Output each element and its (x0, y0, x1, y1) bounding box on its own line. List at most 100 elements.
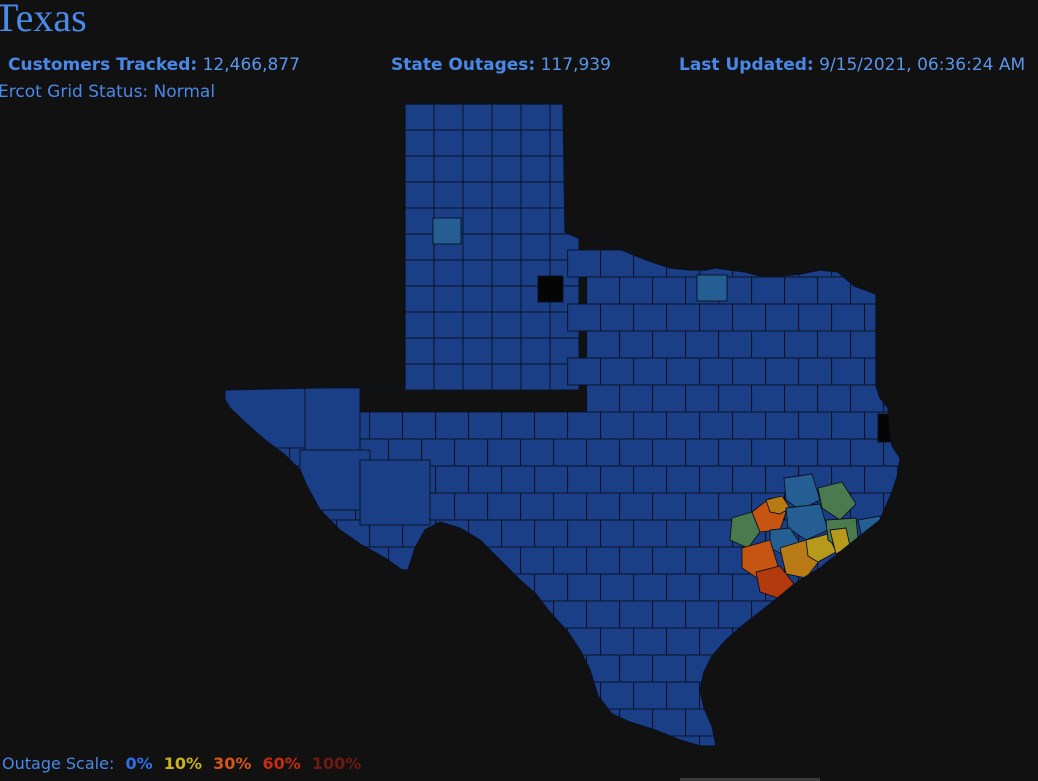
county-no-data[interactable] (537, 275, 564, 303)
county[interactable] (699, 573, 734, 602)
county[interactable] (491, 181, 522, 209)
county[interactable] (619, 600, 654, 629)
county[interactable] (633, 519, 668, 548)
county[interactable] (685, 492, 720, 521)
county[interactable] (897, 303, 931, 332)
county[interactable] (435, 627, 470, 656)
county[interactable] (270, 465, 305, 494)
county[interactable] (404, 155, 435, 183)
county[interactable] (831, 303, 866, 332)
county[interactable] (817, 600, 852, 629)
county[interactable] (433, 363, 464, 391)
county[interactable] (520, 129, 551, 157)
county[interactable] (751, 654, 786, 683)
county[interactable] (831, 573, 866, 602)
county[interactable] (553, 708, 588, 737)
county[interactable] (897, 627, 931, 656)
county[interactable] (586, 438, 621, 467)
county[interactable] (520, 363, 551, 391)
county[interactable] (586, 708, 621, 737)
county[interactable] (784, 708, 819, 737)
county[interactable] (883, 600, 917, 629)
county[interactable] (619, 492, 654, 521)
county[interactable] (619, 708, 654, 737)
county[interactable] (897, 681, 931, 710)
county[interactable] (666, 465, 701, 494)
county[interactable] (817, 384, 852, 413)
county[interactable] (404, 129, 435, 157)
county[interactable] (433, 259, 464, 287)
county[interactable] (699, 519, 734, 548)
county[interactable] (633, 573, 668, 602)
county[interactable] (433, 129, 464, 157)
county[interactable] (237, 681, 272, 710)
county[interactable] (491, 363, 522, 391)
county[interactable] (534, 465, 569, 494)
county[interactable] (718, 330, 753, 359)
county[interactable] (652, 546, 687, 575)
county[interactable] (864, 681, 899, 710)
county[interactable] (454, 492, 489, 521)
county[interactable] (831, 735, 866, 763)
county-light-outage[interactable] (785, 503, 829, 541)
county[interactable] (699, 411, 734, 440)
county[interactable] (883, 708, 917, 737)
county[interactable] (491, 259, 522, 287)
county[interactable] (850, 384, 885, 413)
county[interactable] (369, 573, 404, 602)
county[interactable] (289, 600, 324, 629)
county[interactable] (586, 492, 621, 521)
county[interactable] (491, 129, 522, 157)
county[interactable] (336, 627, 371, 656)
county[interactable] (462, 311, 493, 339)
county[interactable] (666, 357, 701, 386)
county[interactable] (462, 129, 493, 157)
county[interactable] (883, 438, 917, 467)
county[interactable] (404, 259, 435, 287)
county-light-outage[interactable] (432, 217, 462, 245)
county[interactable] (534, 681, 569, 710)
county[interactable] (784, 330, 819, 359)
county[interactable] (652, 438, 687, 467)
county[interactable] (402, 735, 437, 763)
county[interactable] (765, 735, 800, 763)
county[interactable] (270, 573, 305, 602)
county[interactable] (798, 357, 833, 386)
county[interactable] (355, 708, 390, 737)
county[interactable] (491, 285, 522, 313)
county[interactable] (462, 104, 493, 131)
county[interactable] (850, 654, 885, 683)
county[interactable] (404, 207, 435, 235)
county[interactable] (322, 708, 357, 737)
county[interactable] (751, 330, 786, 359)
county[interactable] (600, 573, 635, 602)
county[interactable] (433, 181, 464, 209)
county[interactable] (534, 573, 569, 602)
county[interactable] (666, 249, 701, 278)
county[interactable] (586, 546, 621, 575)
county[interactable] (633, 303, 668, 332)
county[interactable] (501, 519, 536, 548)
county[interactable] (633, 465, 668, 494)
county[interactable] (633, 357, 668, 386)
county[interactable] (223, 600, 258, 629)
county[interactable] (897, 249, 931, 278)
county[interactable] (501, 411, 536, 440)
county[interactable] (549, 104, 580, 131)
county[interactable] (435, 573, 470, 602)
county[interactable] (421, 708, 456, 737)
county[interactable] (600, 249, 635, 278)
county[interactable] (237, 519, 272, 548)
county[interactable] (699, 357, 734, 386)
county[interactable] (765, 681, 800, 710)
county[interactable] (468, 465, 503, 494)
county[interactable] (462, 233, 493, 261)
county[interactable] (520, 438, 555, 467)
county[interactable] (699, 681, 734, 710)
county[interactable] (751, 384, 786, 413)
county[interactable] (369, 681, 404, 710)
county[interactable] (619, 276, 654, 305)
county[interactable] (864, 357, 899, 386)
county[interactable] (404, 285, 435, 313)
county[interactable] (619, 654, 654, 683)
